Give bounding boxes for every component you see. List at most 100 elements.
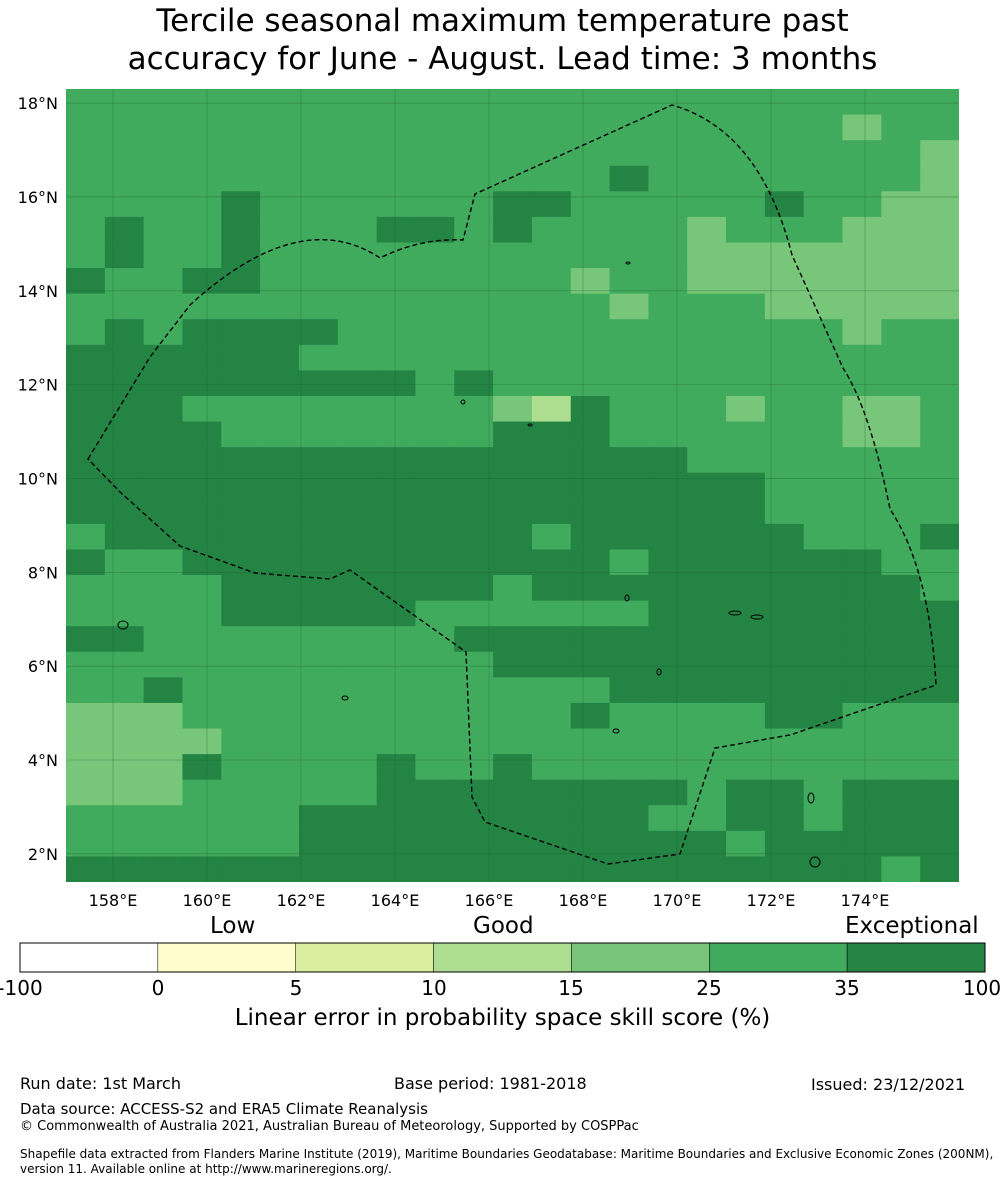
skill-cell: [764, 114, 805, 141]
skill-cell: [609, 140, 649, 167]
skill-cell: [648, 421, 688, 448]
skill-cell: [493, 216, 533, 244]
skill-cell: [493, 856, 533, 882]
skill-cell: [803, 600, 844, 627]
skill-cell: [531, 805, 572, 832]
skill-cell: [376, 242, 417, 269]
skill-cell: [920, 344, 959, 371]
latitude-tick-label: 8°N: [28, 563, 58, 582]
skill-cell: [570, 830, 611, 858]
skill-cell: [376, 702, 417, 730]
skill-cell: [298, 242, 339, 269]
skill-cell: [415, 830, 455, 858]
skill-cell: [803, 830, 844, 858]
skill-cell: [803, 447, 844, 474]
skill-cell: [609, 165, 649, 192]
skill-cell: [531, 728, 572, 755]
skill-cell: [221, 651, 261, 678]
skill-cell: [454, 165, 494, 192]
skill-cell: [182, 575, 222, 602]
skill-cell: [531, 216, 572, 244]
skill-cell: [726, 165, 766, 192]
skill-cell: [104, 344, 145, 371]
island-outline: [750, 614, 764, 620]
skill-cell: [648, 472, 688, 499]
skill-cell: [337, 779, 378, 806]
skill-cell: [920, 779, 959, 806]
skill-cell: [920, 575, 959, 602]
skill-cell: [337, 830, 378, 858]
skill-cell: [337, 754, 378, 781]
skill-cell: [842, 293, 882, 320]
skill-cell: [298, 856, 339, 882]
skill-cell: [609, 600, 649, 627]
colorbar-tick-label: 35: [834, 976, 860, 1000]
skill-cell: [66, 779, 106, 806]
skill-cell: [454, 575, 494, 602]
skill-cell: [881, 140, 921, 167]
skill-cell: [881, 805, 921, 832]
skill-cell: [726, 549, 766, 576]
latitude-tick-label: 2°N: [28, 845, 58, 864]
skill-cell: [415, 293, 455, 320]
skill-cell: [454, 600, 494, 627]
skill-cell: [570, 319, 611, 346]
skill-cell: [337, 728, 378, 755]
skill-cell: [454, 523, 494, 551]
latitude-tick-label: 12°N: [18, 376, 58, 395]
skill-cell: [104, 651, 145, 678]
skill-cell: [648, 805, 688, 832]
skill-cell: [337, 856, 378, 882]
skill-cell: [687, 191, 727, 218]
skill-cell: [687, 575, 727, 602]
skill-cell: [104, 575, 145, 602]
skill-cell: [66, 165, 106, 192]
shapefile-credit: Shapefile data extracted from Flanders M…: [20, 1147, 1005, 1177]
colorbar-segment: [295, 942, 434, 973]
skill-cell: [454, 651, 494, 678]
skill-cell: [531, 498, 572, 525]
skill-cell: [104, 114, 145, 141]
skill-cell: [920, 677, 959, 704]
skill-cell: [609, 421, 649, 448]
skill-cell: [376, 677, 417, 704]
island-outline: [527, 423, 533, 427]
skill-cell: [803, 344, 844, 371]
title-line-1: Tercile seasonal maximum temperature pas…: [156, 3, 849, 39]
skill-cell: [337, 140, 378, 167]
skill-cell: [648, 114, 688, 141]
skill-cell: [570, 523, 611, 551]
skill-cell: [531, 830, 572, 858]
skill-cell: [648, 395, 688, 423]
skill-cell: [803, 421, 844, 448]
skill-cell: [842, 242, 882, 269]
longitude-tick-label: 164°E: [371, 891, 420, 910]
skill-cell: [182, 856, 222, 882]
skill-cell: [182, 421, 222, 448]
skill-cell: [881, 89, 921, 116]
skill-cell: [337, 370, 378, 397]
skill-cell: [298, 89, 339, 116]
skill-cell: [104, 191, 145, 218]
skill-cell: [764, 395, 805, 423]
skill-cell: [764, 242, 805, 269]
skill-cell: [493, 191, 533, 218]
skill-cell: [143, 549, 184, 576]
skill-cell: [298, 498, 339, 525]
skill-cell: [648, 702, 688, 730]
skill-cell: [66, 830, 106, 858]
skill-cell: [454, 728, 494, 755]
skill-cell: [609, 191, 649, 218]
skill-cell: [881, 779, 921, 806]
skill-cell: [609, 754, 649, 781]
skill-cell: [143, 651, 184, 678]
skill-cell: [842, 344, 882, 371]
skill-cell: [531, 114, 572, 141]
skill-cell: [764, 293, 805, 320]
skill-cell: [609, 395, 649, 423]
skill-cell: [609, 472, 649, 499]
colorbar-tick-label: 100: [962, 976, 1002, 1000]
skill-cell: [415, 600, 455, 627]
skill-cell: [260, 319, 300, 346]
colorbar-tick-label: 15: [558, 976, 584, 1000]
